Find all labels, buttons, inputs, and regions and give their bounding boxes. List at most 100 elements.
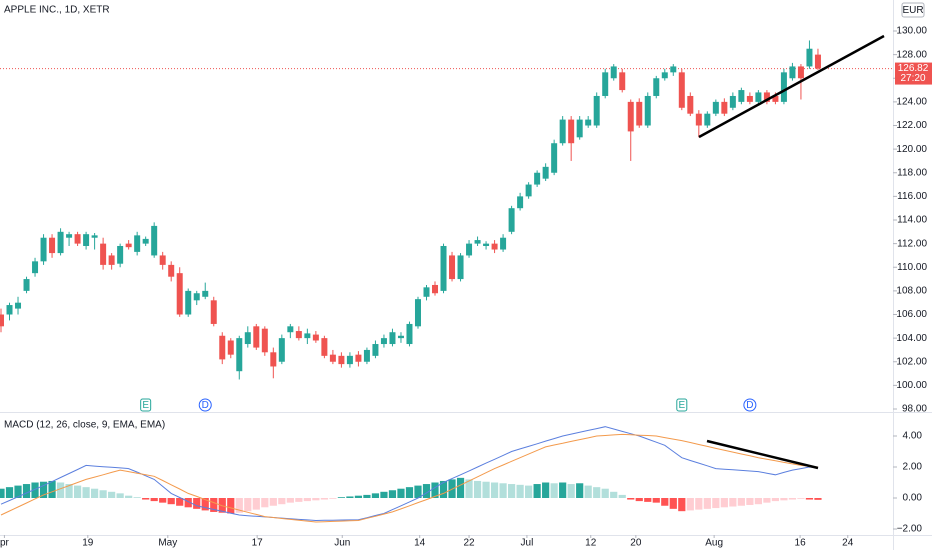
signal-line xyxy=(0,433,819,523)
macd-histogram-bar xyxy=(210,498,218,512)
candle-body xyxy=(100,243,107,265)
candle-body xyxy=(23,279,30,291)
candle-body xyxy=(244,332,251,345)
candle-body xyxy=(559,119,566,144)
macd-histogram-bar xyxy=(695,498,703,510)
macd-histogram-bar xyxy=(712,498,720,509)
macd-y-tick-label: 4.00 xyxy=(903,431,923,442)
candle-body xyxy=(202,290,209,297)
macd-histogram-bar xyxy=(720,498,728,508)
candle-body xyxy=(474,240,481,244)
event-label: D xyxy=(746,400,753,411)
trend-line[interactable] xyxy=(706,439,819,470)
candle-body xyxy=(678,72,685,108)
macd-histogram-bar xyxy=(363,494,371,498)
candle-body xyxy=(780,72,787,102)
trend-line[interactable] xyxy=(698,34,885,139)
macd-histogram-bar xyxy=(167,498,175,505)
macd-histogram-bar xyxy=(22,484,31,498)
y-tick-label: 124.00 xyxy=(896,97,927,108)
candle-body xyxy=(134,235,141,252)
candle-body xyxy=(593,95,600,126)
candle-body xyxy=(797,66,804,79)
candle-body xyxy=(406,323,413,345)
candle-body xyxy=(644,95,651,126)
candle-body xyxy=(449,255,456,280)
macd-histogram-bar xyxy=(150,498,158,502)
macd-histogram-bar xyxy=(814,498,822,500)
macd-histogram-bar xyxy=(303,498,311,502)
candle-body xyxy=(772,95,779,102)
currency: EUR xyxy=(902,5,923,16)
macd-histogram-bar xyxy=(610,491,618,498)
macd-histogram-bar xyxy=(703,498,711,509)
candle-body xyxy=(695,113,702,126)
y-tick-label: 108.00 xyxy=(896,286,927,297)
x-tick-label: 17 xyxy=(252,538,264,549)
candle-body xyxy=(483,243,490,246)
macd-histogram-bar xyxy=(286,498,294,503)
macd-histogram-bar xyxy=(780,498,788,501)
macd-histogram-bar xyxy=(508,484,516,498)
macd-histogram-bar xyxy=(601,488,609,498)
macd-histogram-bar xyxy=(644,498,652,502)
candle-body xyxy=(40,237,47,262)
macd-histogram-bar xyxy=(397,488,405,498)
macd-histogram-bar xyxy=(244,498,252,512)
candle-body xyxy=(372,344,379,356)
candle-body xyxy=(508,208,515,232)
event-label: D xyxy=(202,400,209,411)
macd-histogram-bar xyxy=(108,491,116,498)
x-tick-label: 20 xyxy=(630,538,642,549)
macd-histogram-bar xyxy=(56,482,65,498)
macd-histogram-bar xyxy=(329,498,337,499)
y-tick-label: 122.00 xyxy=(896,120,927,131)
macd-histogram-bar xyxy=(635,498,643,502)
x-tick-label: Jul xyxy=(521,538,534,549)
macd-histogram-bar xyxy=(499,483,507,498)
macd-histogram-bar xyxy=(320,498,328,500)
candle-body xyxy=(534,172,541,185)
candle-body xyxy=(57,231,64,254)
candle-body xyxy=(755,92,762,102)
candle-body xyxy=(151,225,158,256)
price-badge xyxy=(895,62,932,85)
macd-histogram-bar xyxy=(14,485,22,498)
x-tick-label: 22 xyxy=(463,538,475,549)
x-tick-label: pr xyxy=(0,538,10,549)
x-tick-label: 16 xyxy=(795,538,807,549)
candle-body xyxy=(389,332,396,345)
macd-histogram-bar xyxy=(159,498,167,503)
candle-body xyxy=(542,166,549,179)
macd-histogram-bar xyxy=(116,493,124,498)
macd-histogram-bar xyxy=(142,498,150,500)
macd-histogram-bar xyxy=(797,498,805,499)
macd-histogram-bar xyxy=(771,498,780,502)
macd-histogram-bar xyxy=(686,498,694,511)
macd-histogram-bar xyxy=(346,496,354,498)
macd-histogram-bar xyxy=(48,480,56,498)
candle-body xyxy=(423,287,430,297)
y-tick-label: 100.00 xyxy=(896,380,927,391)
x-tick-label: Aug xyxy=(705,538,723,549)
event-label: E xyxy=(678,400,685,411)
candle-body xyxy=(125,243,132,248)
candle-body xyxy=(610,66,617,79)
event-marker xyxy=(743,398,757,412)
macd-histogram-bar xyxy=(39,481,48,498)
macd-title: MACD (12, 26, close, 9, EMA, EMA) xyxy=(4,420,165,431)
x-tick-label: 14 xyxy=(414,538,426,549)
macd-histogram-bar xyxy=(193,498,201,509)
macd-histogram-bar xyxy=(184,498,192,508)
candle-body xyxy=(295,331,302,339)
macd-histogram-bar xyxy=(31,482,39,498)
macd-histogram-bar xyxy=(576,483,584,498)
macd-histogram-bar xyxy=(5,487,14,498)
y-tick-label: 120.00 xyxy=(896,144,927,155)
candle-body xyxy=(653,78,660,96)
macd-y-tick-label: 2.00 xyxy=(903,462,923,473)
macd-histogram-bar xyxy=(252,498,260,510)
plot: 98.00 100.00 102.00 104.00 106.00 108.00 110.0… xyxy=(0,26,932,549)
y-tick-label: 128.00 xyxy=(896,49,927,60)
